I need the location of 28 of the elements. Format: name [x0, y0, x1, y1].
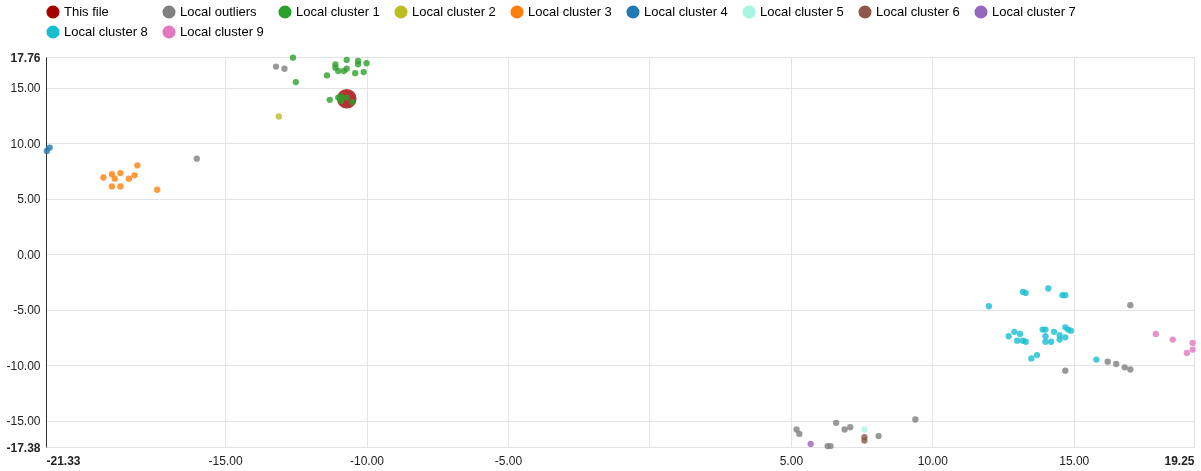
y-tick-label: 0.00	[17, 247, 41, 262]
x-tick-label: 15.00	[1059, 453, 1090, 468]
legend-label: Local cluster 8	[64, 24, 148, 39]
legend-label: Local cluster 6	[876, 4, 960, 19]
y-tick-label: -10.00	[6, 358, 41, 373]
x-tick-label: -5.00	[494, 453, 523, 468]
y-tick-label: -15.00	[6, 414, 41, 429]
x-tick-label: 5.00	[779, 453, 804, 468]
y-tick-label: -5.00	[13, 303, 41, 318]
legend-label: Local cluster 7	[992, 4, 1076, 19]
legend-label: Local cluster 5	[760, 4, 844, 19]
x-tick-label: -15.00	[208, 453, 243, 468]
x-tick-label: -10.00	[350, 453, 385, 468]
legend-label: Local cluster 3	[528, 4, 612, 19]
x-tick-label: 10.00	[917, 453, 949, 468]
y-tick-label: 17.76	[10, 50, 41, 65]
legend-label: Local outliers	[180, 4, 258, 19]
legend-label: Local cluster 9	[180, 24, 264, 39]
y-tick-label: 15.00	[10, 81, 41, 96]
legend-label: This file	[64, 4, 109, 19]
y-tick-label: -17.38	[6, 440, 41, 455]
legend-label: Local cluster 1	[296, 4, 380, 19]
y-tick-label: 5.00	[17, 192, 41, 207]
x-tick-label: -21.33	[46, 453, 81, 468]
x-tick-label: 19.25	[1164, 453, 1195, 468]
legend-label: Local cluster 2	[412, 4, 496, 19]
legend-label: Local cluster 4	[644, 4, 728, 19]
y-tick-label: 10.00	[10, 136, 41, 151]
